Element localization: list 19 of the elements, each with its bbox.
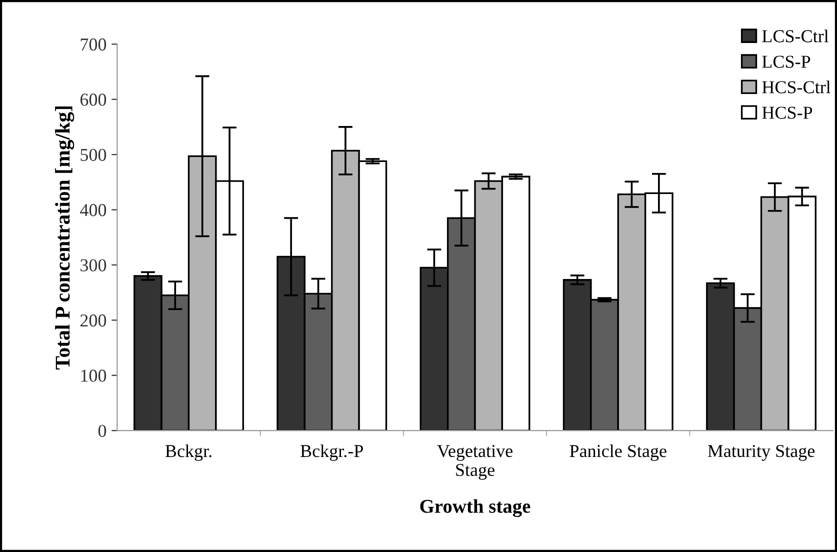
y-tick-label: 100: [81, 370, 106, 382]
legend-label: LCS-Ctrl: [762, 30, 829, 42]
y-tick-label: 0: [98, 424, 106, 437]
y-tick-label: 300: [80, 259, 106, 272]
y-tick-label: 500: [80, 148, 106, 161]
legend-label: HCS-P: [762, 106, 812, 119]
x-axis-title: Growth stage: [420, 499, 530, 517]
y-tick-label: 600: [80, 94, 106, 106]
x-tick-label: Vegetative Stage: [437, 444, 512, 480]
y-axis-title: Total P concentration [mg/kg]: [55, 106, 74, 370]
x-tick-label: Panicle Stage: [570, 444, 666, 461]
x-tick-label: Maturity Stage: [708, 444, 815, 461]
y-tick-label: 200: [80, 314, 106, 327]
x-tick-label: Bckgr.: [165, 444, 212, 461]
legend-label: HCS-Ctrl: [762, 80, 831, 94]
x-tick-label: Bckgr.-P: [300, 444, 363, 461]
y-tick-label: 400: [80, 204, 106, 216]
legend-label: LCS-P: [762, 56, 810, 68]
y-tick-label: 700: [80, 38, 106, 51]
